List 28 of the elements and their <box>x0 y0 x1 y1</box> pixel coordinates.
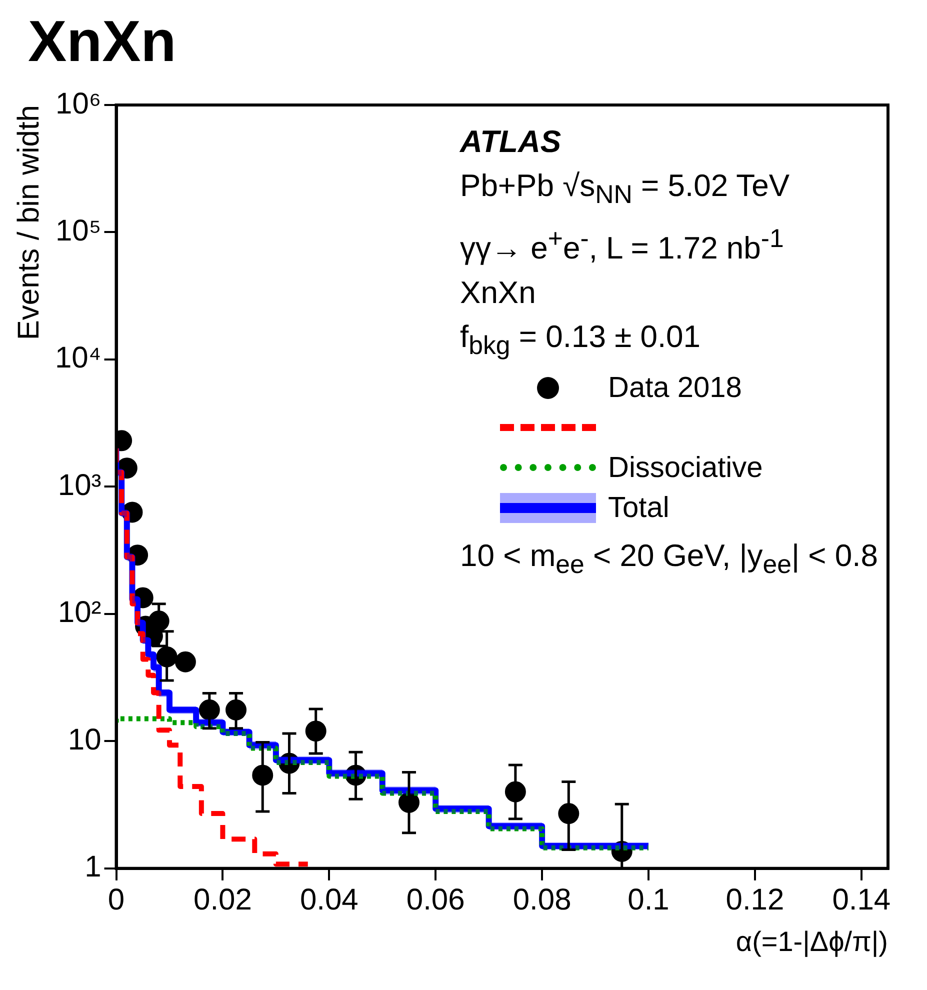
legend-label: Data 2018 <box>608 370 742 406</box>
annotation: XnXn <box>460 274 537 312</box>
legend-label: Total <box>608 490 670 526</box>
annotation: γγ→ e$^{+}$e$^{-}$, L = 1.72 nb$^{-1}$ <box>460 224 785 268</box>
chart-title: XnXn <box>28 8 178 76</box>
y-tick-label: 1 <box>84 850 102 884</box>
x-tick-label: 0 <box>108 884 125 917</box>
x-axis-title: α(=1-|Δϕ/π|) <box>736 926 888 957</box>
x-tick-label: 0.02 <box>194 884 252 917</box>
y-tick-label: 10² <box>58 596 102 630</box>
y-tick-label: 10⁶ <box>56 87 102 120</box>
point <box>174 651 196 672</box>
x-tick-label: 0.08 <box>512 884 572 917</box>
x-tick-label: 0.04 <box>300 884 358 917</box>
annotation: 10 < m$_{ee}$ < 20 GeV, |y$_{ee}$| < 0.8 <box>460 536 878 581</box>
y-tick-label: 10³ <box>58 468 102 502</box>
y-tick-label: 10⁵ <box>55 214 102 248</box>
x-tick-label: 0.12 <box>726 884 784 917</box>
y-axis-title: Events / bin width <box>12 105 46 340</box>
annotation: f$_{bkg}$ = 0.13 ± 0.01 <box>460 318 702 362</box>
y-tick-label: 10⁴ <box>54 342 102 375</box>
legend-label: Dissociative <box>608 450 763 486</box>
annotation: ATLAS <box>460 123 562 161</box>
x-tick-label: 0.1 <box>628 884 670 917</box>
y-tick-label: 10 <box>68 723 102 756</box>
x-tick-label: 0.06 <box>406 884 465 917</box>
annotation: Pb+Pb √s$_{NN}$ = 5.02 TeV <box>460 167 791 212</box>
x-tick-label: 0.14 <box>832 884 891 917</box>
